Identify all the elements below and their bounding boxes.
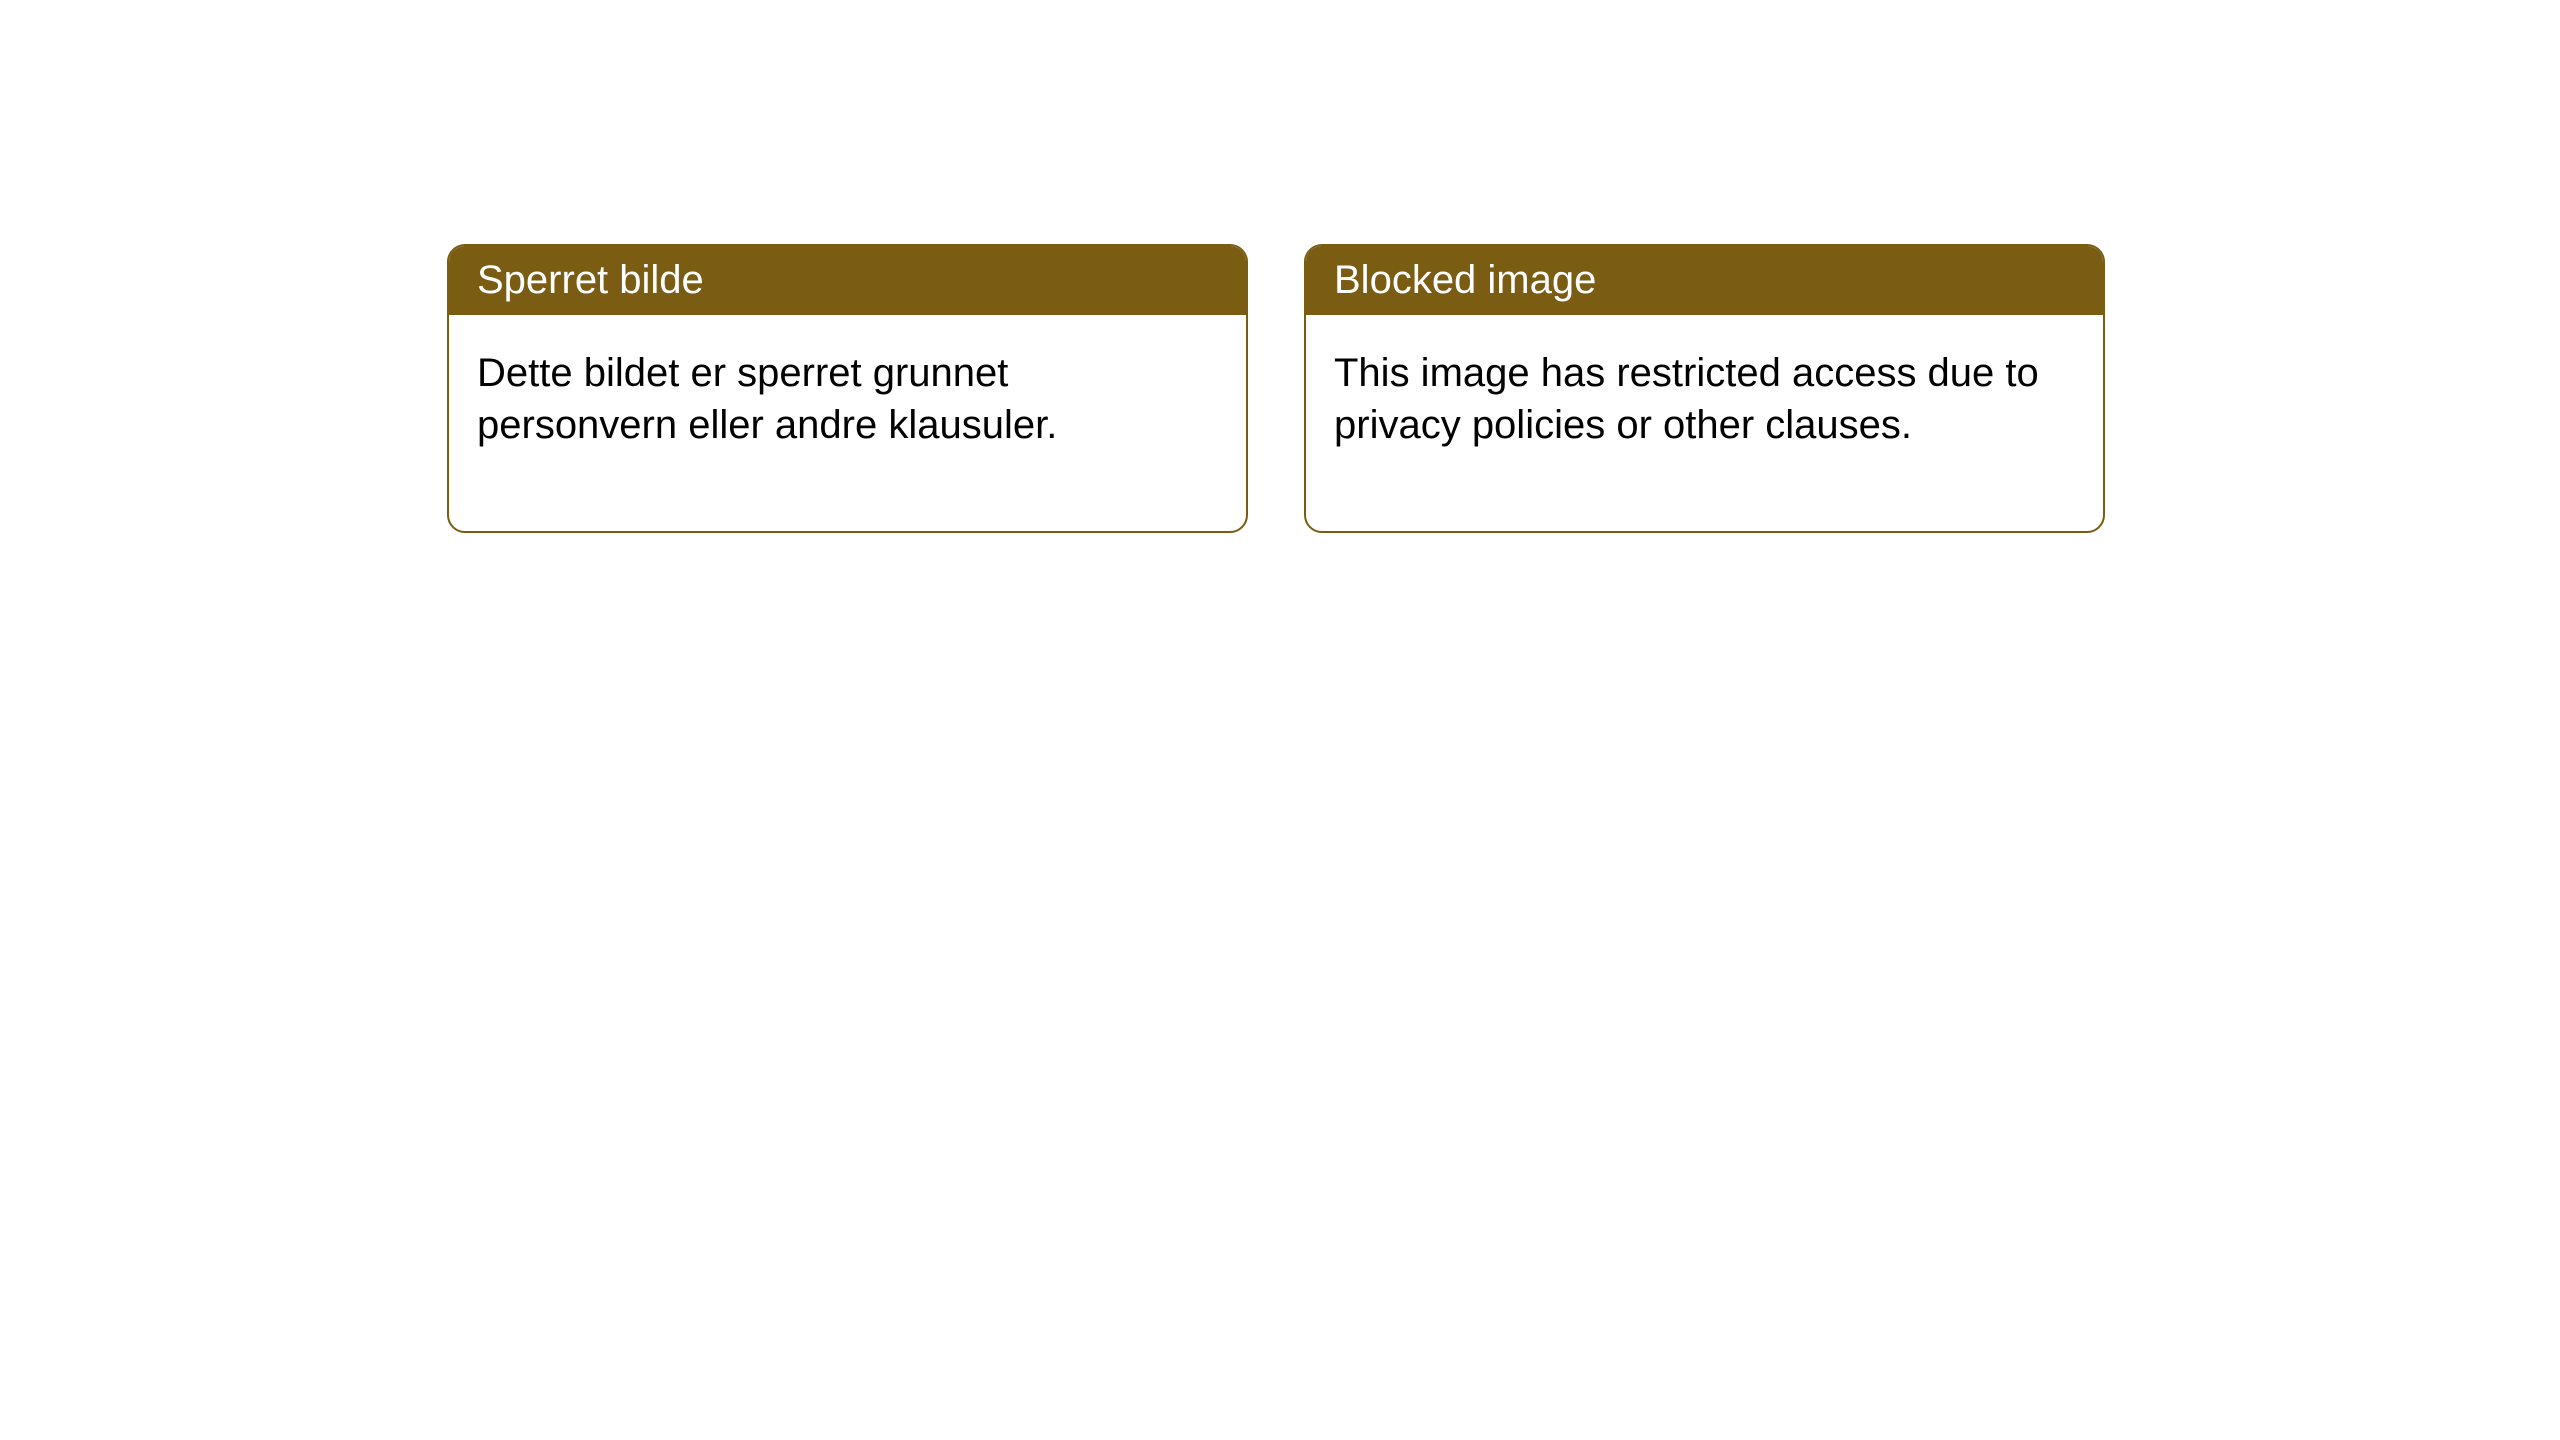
notice-cards-container: Sperret bilde Dette bildet er sperret gr… (447, 244, 2105, 533)
card-title: Blocked image (1306, 246, 2103, 315)
blocked-image-card-no: Sperret bilde Dette bildet er sperret gr… (447, 244, 1248, 533)
card-title: Sperret bilde (449, 246, 1246, 315)
card-body: This image has restricted access due to … (1306, 315, 2103, 531)
card-body: Dette bildet er sperret grunnet personve… (449, 315, 1246, 531)
blocked-image-card-en: Blocked image This image has restricted … (1304, 244, 2105, 533)
